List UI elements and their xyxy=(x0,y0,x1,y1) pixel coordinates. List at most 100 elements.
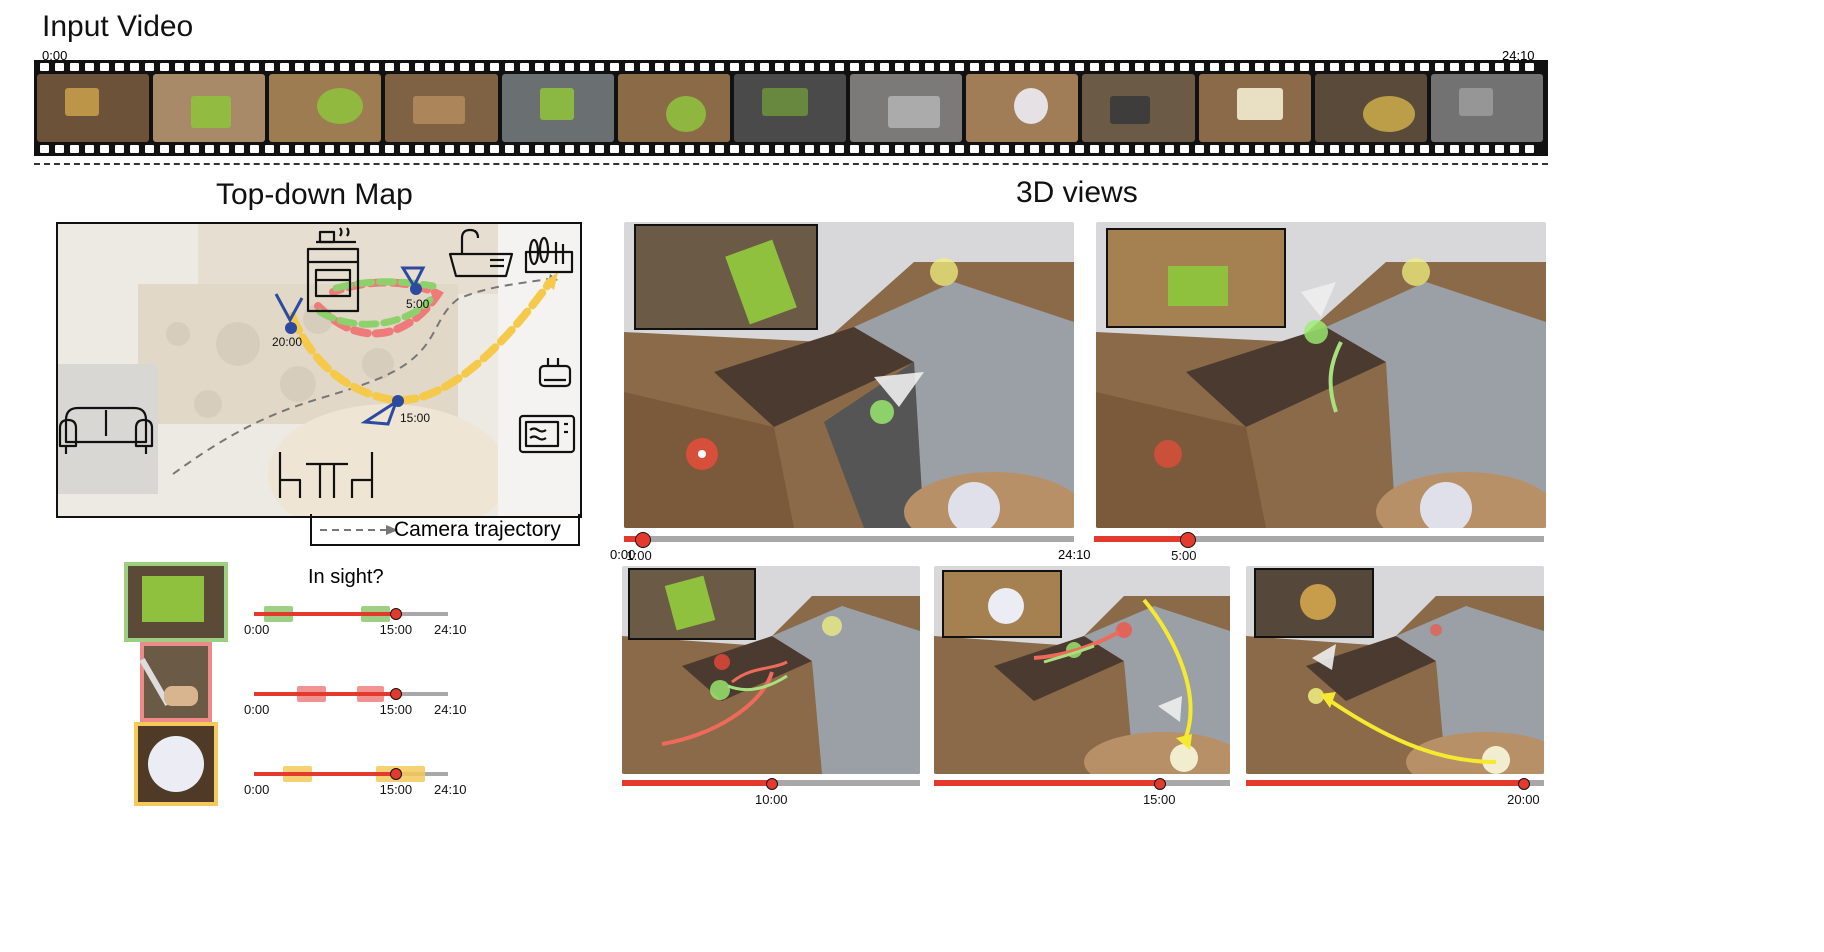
sprocket-hole xyxy=(220,63,229,71)
sprocket-hole xyxy=(100,145,109,153)
video-frame[interactable] xyxy=(1314,74,1427,142)
frame-inset xyxy=(634,224,818,330)
sprocket-hole xyxy=(715,63,724,71)
view-panel-4[interactable] xyxy=(934,566,1230,774)
sprocket-hole xyxy=(775,145,784,153)
playhead-marker[interactable] xyxy=(389,608,402,620)
playhead-marker[interactable] xyxy=(389,688,402,700)
sprocket-hole xyxy=(280,145,289,153)
sprocket-hole xyxy=(355,145,364,153)
sprocket-hole xyxy=(1375,63,1384,71)
sprocket-hole xyxy=(580,145,589,153)
sprocket-hole xyxy=(175,145,184,153)
playhead-marker[interactable] xyxy=(766,778,778,790)
sprocket-hole xyxy=(145,63,154,71)
sprocket-hole xyxy=(970,63,979,71)
sprocket-hole xyxy=(1285,63,1294,71)
playhead-marker[interactable] xyxy=(1518,778,1531,790)
microwave-icon xyxy=(518,414,576,454)
view-panel-2[interactable] xyxy=(1096,222,1546,528)
video-frame[interactable] xyxy=(966,74,1079,142)
sprocket-hole xyxy=(1435,63,1444,71)
object-thumb-knife[interactable] xyxy=(139,642,212,722)
sprocket-hole xyxy=(250,63,259,71)
scene-render xyxy=(1246,566,1544,774)
sprocket-hole xyxy=(1255,145,1264,153)
sprocket-hole xyxy=(1060,145,1069,153)
sprocket-hole xyxy=(550,63,559,71)
section-divider xyxy=(34,163,1548,165)
sprocket-hole xyxy=(1210,63,1219,71)
sprocket-hole xyxy=(925,145,934,153)
sprocket-hole xyxy=(640,145,649,153)
view-panel-3[interactable] xyxy=(622,566,920,774)
sprocket-hole xyxy=(40,63,49,71)
sprocket-hole xyxy=(310,145,319,153)
sprocket-hole xyxy=(1120,145,1129,153)
sprocket-hole xyxy=(310,63,319,71)
sprocket-hole xyxy=(850,145,859,153)
view-panel-1[interactable] xyxy=(624,222,1074,528)
view-timeline[interactable] xyxy=(1094,536,1544,542)
sprocket-hole xyxy=(1195,63,1204,71)
sprocket-hole xyxy=(445,63,454,71)
video-start-time: 0:00 xyxy=(42,48,68,63)
sprocket-hole xyxy=(610,63,619,71)
sprocket-hole xyxy=(565,145,574,153)
video-frame[interactable] xyxy=(1198,74,1311,142)
sprocket-hole xyxy=(475,145,484,153)
sprocket-hole xyxy=(1420,145,1429,153)
sprocket-hole xyxy=(70,63,79,71)
playhead-marker[interactable] xyxy=(1153,778,1166,790)
sprocket-hole xyxy=(490,145,499,153)
video-frame[interactable] xyxy=(153,74,266,142)
elapsed-bar xyxy=(1094,536,1188,542)
sprocket-hole xyxy=(1090,145,1099,153)
object-thumb-plate[interactable] xyxy=(134,722,218,806)
sprocket-hole xyxy=(835,63,844,71)
video-frame[interactable] xyxy=(617,74,730,142)
video-frame[interactable] xyxy=(37,74,150,142)
frame-inset xyxy=(1254,568,1374,638)
video-frame[interactable] xyxy=(1430,74,1543,142)
playhead-marker[interactable] xyxy=(1180,532,1197,548)
sprocket-hole xyxy=(805,63,814,71)
video-frame[interactable] xyxy=(501,74,614,142)
views-title: 3D views xyxy=(1016,176,1138,209)
video-frame[interactable] xyxy=(733,74,847,142)
sprocket-hole xyxy=(1495,145,1504,153)
sprocket-hole xyxy=(745,145,754,153)
playhead-marker[interactable] xyxy=(635,532,652,548)
sprocket-hole xyxy=(1360,145,1369,153)
playhead-marker[interactable] xyxy=(389,768,402,780)
sprocket-hole xyxy=(1465,63,1474,71)
elapsed-bar xyxy=(934,780,1159,786)
toaster-icon xyxy=(538,358,572,388)
elapsed-bar xyxy=(1246,780,1524,786)
object-thumb-cutting-board[interactable] xyxy=(124,562,228,642)
camera-marker[interactable] xyxy=(410,283,422,295)
sprocket-hole xyxy=(265,145,274,153)
sprocket-hole xyxy=(625,145,634,153)
sprocket-hole xyxy=(430,63,439,71)
sprocket-hole xyxy=(325,63,334,71)
view-timeline[interactable] xyxy=(624,536,1074,542)
sprocket-hole xyxy=(1105,63,1114,71)
view-time-label: 10:00 xyxy=(755,792,788,807)
view-panel-5[interactable] xyxy=(1246,566,1544,774)
top-down-map[interactable]: 5:00 20:00 15:00 xyxy=(56,222,582,518)
sprocket-hole xyxy=(895,63,904,71)
camera-marker[interactable] xyxy=(285,322,297,334)
sprocket-hole xyxy=(790,145,799,153)
sprocket-hole xyxy=(1375,145,1384,153)
video-frame[interactable] xyxy=(269,74,382,142)
video-frame[interactable] xyxy=(850,74,963,142)
filmstrip[interactable] xyxy=(34,60,1548,156)
sprocket-hole xyxy=(1030,145,1039,153)
sprocket-hole xyxy=(445,145,454,153)
video-frame[interactable] xyxy=(385,74,498,142)
sink-icon xyxy=(448,228,514,278)
camera-marker[interactable] xyxy=(392,395,404,407)
video-frame[interactable] xyxy=(1082,74,1195,142)
sprocket-hole xyxy=(1270,63,1279,71)
